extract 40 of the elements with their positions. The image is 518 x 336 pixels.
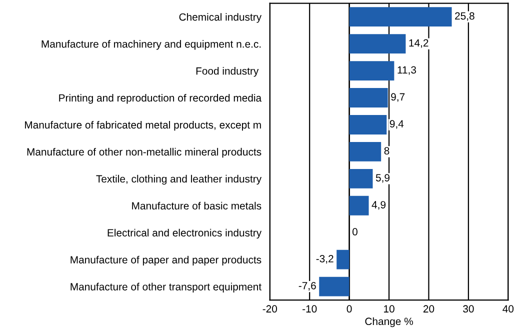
bar: [336, 250, 350, 270]
y-tick-label: Manufacture of other non-metallic mineral products: [27, 148, 262, 158]
bar: [349, 88, 388, 108]
y-tick-label: Manufacture of basic metals: [132, 202, 262, 210]
x-tick-label: 20: [423, 305, 434, 313]
x-axis-title: Change %: [365, 317, 413, 328]
data-label: 11,3: [398, 66, 416, 75]
data-label: 5,9: [376, 174, 390, 183]
bar: [349, 168, 373, 188]
data-label: -7,6: [298, 282, 316, 291]
data-label: 25,8: [455, 12, 474, 21]
x-tick-label: 0: [346, 305, 352, 313]
bar: [349, 142, 382, 162]
y-tick-label: Manufacture of machinery and equipment n.e.c.: [42, 40, 261, 50]
bar: [349, 7, 452, 27]
y-tick-label: Textile, clothing and leather industry: [96, 174, 262, 185]
y-tick-label: Manufacture of fabricated metal products, except m: [25, 120, 261, 131]
bar: [349, 115, 387, 134]
y-tick-label: Electrical and electronics industry: [108, 228, 262, 239]
data-label: 9,4: [390, 120, 404, 129]
x-tick-label: -10: [302, 305, 317, 313]
bar: [319, 276, 350, 296]
y-tick-label: Manufacture of other transport equipment: [70, 282, 262, 292]
bar: [349, 196, 369, 216]
data-label: 4,9: [372, 201, 386, 210]
data-label: 0: [352, 228, 358, 236]
data-label: 9,7: [391, 93, 405, 102]
data-label: -3,2: [316, 255, 334, 264]
y-tick-label: Printing and reproduction of recorded media: [59, 94, 262, 104]
y-tick-label: Chemical industry: [179, 13, 262, 23]
y-tick-label: Food industry: [196, 67, 259, 77]
bar: [349, 61, 394, 80]
bar: [349, 34, 406, 54]
x-tick-label: 30: [463, 305, 474, 313]
y-tick-label: Manufacture of paper and paper products: [70, 256, 262, 266]
x-tick-label: 10: [384, 305, 394, 313]
x-tick-label: 40: [502, 305, 514, 313]
data-label: 14,2: [409, 39, 428, 48]
data-label: 8: [384, 147, 390, 154]
x-tick-label: -20: [262, 305, 277, 313]
